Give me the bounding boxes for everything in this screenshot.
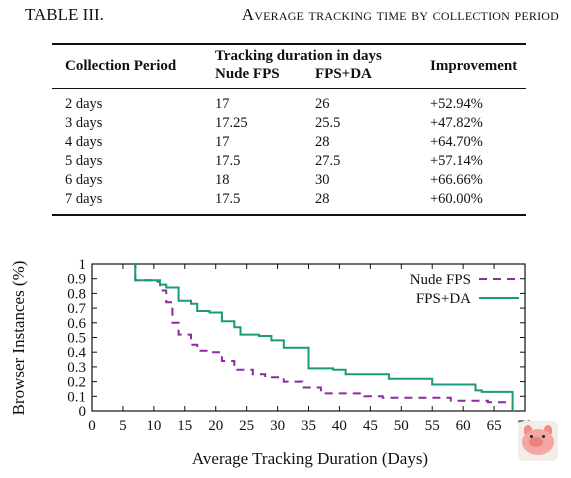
table-cell: +64.70% <box>430 134 483 150</box>
table-cell: 27.5 <box>315 153 341 169</box>
table-cell: 28 <box>315 134 330 150</box>
table-bottom-rule <box>52 214 526 216</box>
table-cell: 2 days <box>65 96 103 112</box>
y-tick-label: 0.1 <box>67 389 86 405</box>
pig-eye-left-icon <box>530 435 533 438</box>
x-tick-label: 55 <box>425 418 440 434</box>
table-cell: 18 <box>215 172 230 188</box>
y-tick-label: 1 <box>79 257 87 273</box>
header-fps-da: FPS+DA <box>315 66 372 82</box>
pig-logo <box>518 421 558 461</box>
x-tick-label: 5 <box>119 418 127 434</box>
pig-ear-right-icon <box>544 425 552 434</box>
series-line-fps-da <box>132 263 514 411</box>
header-improvement: Improvement <box>430 58 518 74</box>
x-tick-label: 10 <box>146 418 161 434</box>
y-tick-label: 0.6 <box>67 316 86 332</box>
x-tick-label: 0 <box>88 418 96 434</box>
x-tick-label: 15 <box>177 418 192 434</box>
x-tick-label: 35 <box>301 418 316 434</box>
table-cell: 7 days <box>65 191 103 207</box>
x-tick-label: 65 <box>487 418 502 434</box>
pig-eye-right-icon <box>542 435 545 438</box>
header-nude-fps: Nude FPS <box>215 66 280 82</box>
y-tick-label: 0.3 <box>67 360 86 376</box>
x-tick-label: 40 <box>332 418 347 434</box>
table-cell: 17 <box>215 134 230 150</box>
table-title: Average tracking time by collection peri… <box>241 5 559 24</box>
y-tick-label: 0.8 <box>67 286 86 302</box>
table-cell: 6 days <box>65 172 103 188</box>
legend-label: FPS+DA <box>416 291 471 307</box>
pig-ear-left-icon <box>524 425 532 434</box>
header-tracking-duration: Tracking duration in days <box>215 48 382 64</box>
table-mid-rule <box>52 88 526 89</box>
x-tick-label: 30 <box>270 418 285 434</box>
x-tick-label: 50 <box>394 418 409 434</box>
x-axis-label: Average Tracking Duration (Days) <box>192 449 428 468</box>
table-cell: +57.14% <box>430 153 483 169</box>
table-cell: 26 <box>315 96 330 112</box>
table-cell: 4 days <box>65 134 103 150</box>
y-tick-label: 0.2 <box>67 375 86 391</box>
step-chart: 051015202530354045505560657000.10.20.30.… <box>9 257 533 468</box>
table-cell: 17 <box>215 96 230 112</box>
x-tick-label: 45 <box>363 418 378 434</box>
x-tick-label: 20 <box>208 418 223 434</box>
chart-container: 051015202530354045505560657000.10.20.30.… <box>0 244 571 473</box>
x-tick-label: 25 <box>239 418 254 434</box>
y-axis-label: Browser Instances (%) <box>9 261 28 416</box>
series-line-nude-fps <box>132 263 507 404</box>
table-cell: +60.00% <box>430 191 483 207</box>
table-cell: +66.66% <box>430 172 483 188</box>
table-cell: 5 days <box>65 153 103 169</box>
table-cell: 28 <box>315 191 330 207</box>
y-tick-label: 0.5 <box>67 331 86 347</box>
table-cell: 17.25 <box>215 115 248 131</box>
table-number: TABLE III. <box>25 5 104 24</box>
table-cell: 30 <box>315 172 330 188</box>
table-top-rule <box>52 43 526 45</box>
table-cell: +52.94% <box>430 96 483 112</box>
header-collection-period: Collection Period <box>65 58 177 74</box>
table-cell: 17.5 <box>215 153 241 169</box>
table-cell: 17.5 <box>215 191 241 207</box>
y-tick-label: 0.7 <box>67 301 86 317</box>
table-cell: 25.5 <box>315 115 341 131</box>
pig-snout-icon <box>529 437 543 447</box>
table-caption: TABLE III. Average tracking time by coll… <box>0 0 571 30</box>
table-cell: 3 days <box>65 115 103 131</box>
y-tick-label: 0 <box>79 404 87 420</box>
y-tick-label: 0.9 <box>67 272 86 288</box>
y-tick-label: 0.4 <box>67 345 86 361</box>
legend-label: Nude FPS <box>410 272 471 288</box>
x-tick-label: 60 <box>456 418 471 434</box>
table-cell: +47.82% <box>430 115 483 131</box>
